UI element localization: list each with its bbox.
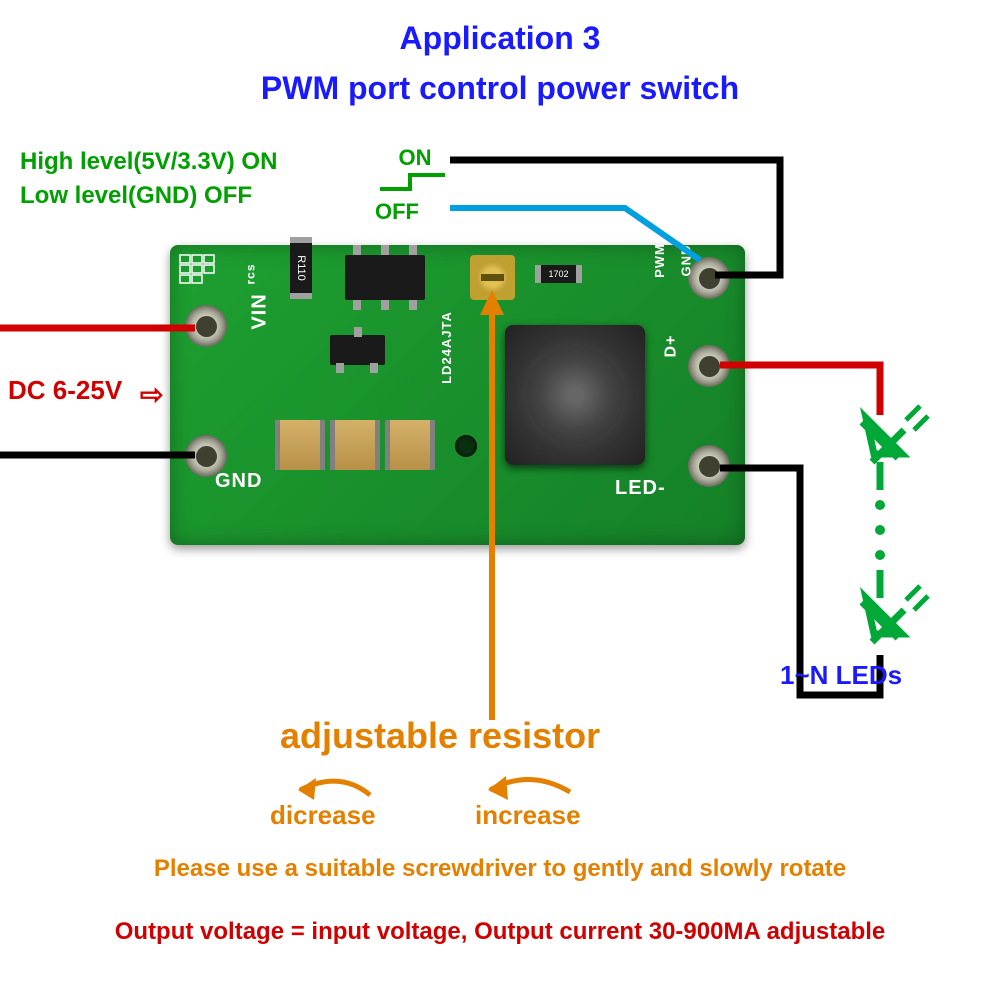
screwdriver-note: Please use a suitable screwdriver to gen… bbox=[40, 855, 960, 883]
decrease-label: dicrease bbox=[270, 800, 376, 831]
wiring-overlay bbox=[0, 0, 1000, 1000]
adjustable-resistor-label: adjustable resistor bbox=[280, 715, 600, 757]
output-spec-note: Output voltage = input voltage, Output c… bbox=[10, 918, 990, 946]
increase-label: increase bbox=[475, 800, 581, 831]
leds-count-label: 1~N LEDs bbox=[780, 660, 902, 691]
